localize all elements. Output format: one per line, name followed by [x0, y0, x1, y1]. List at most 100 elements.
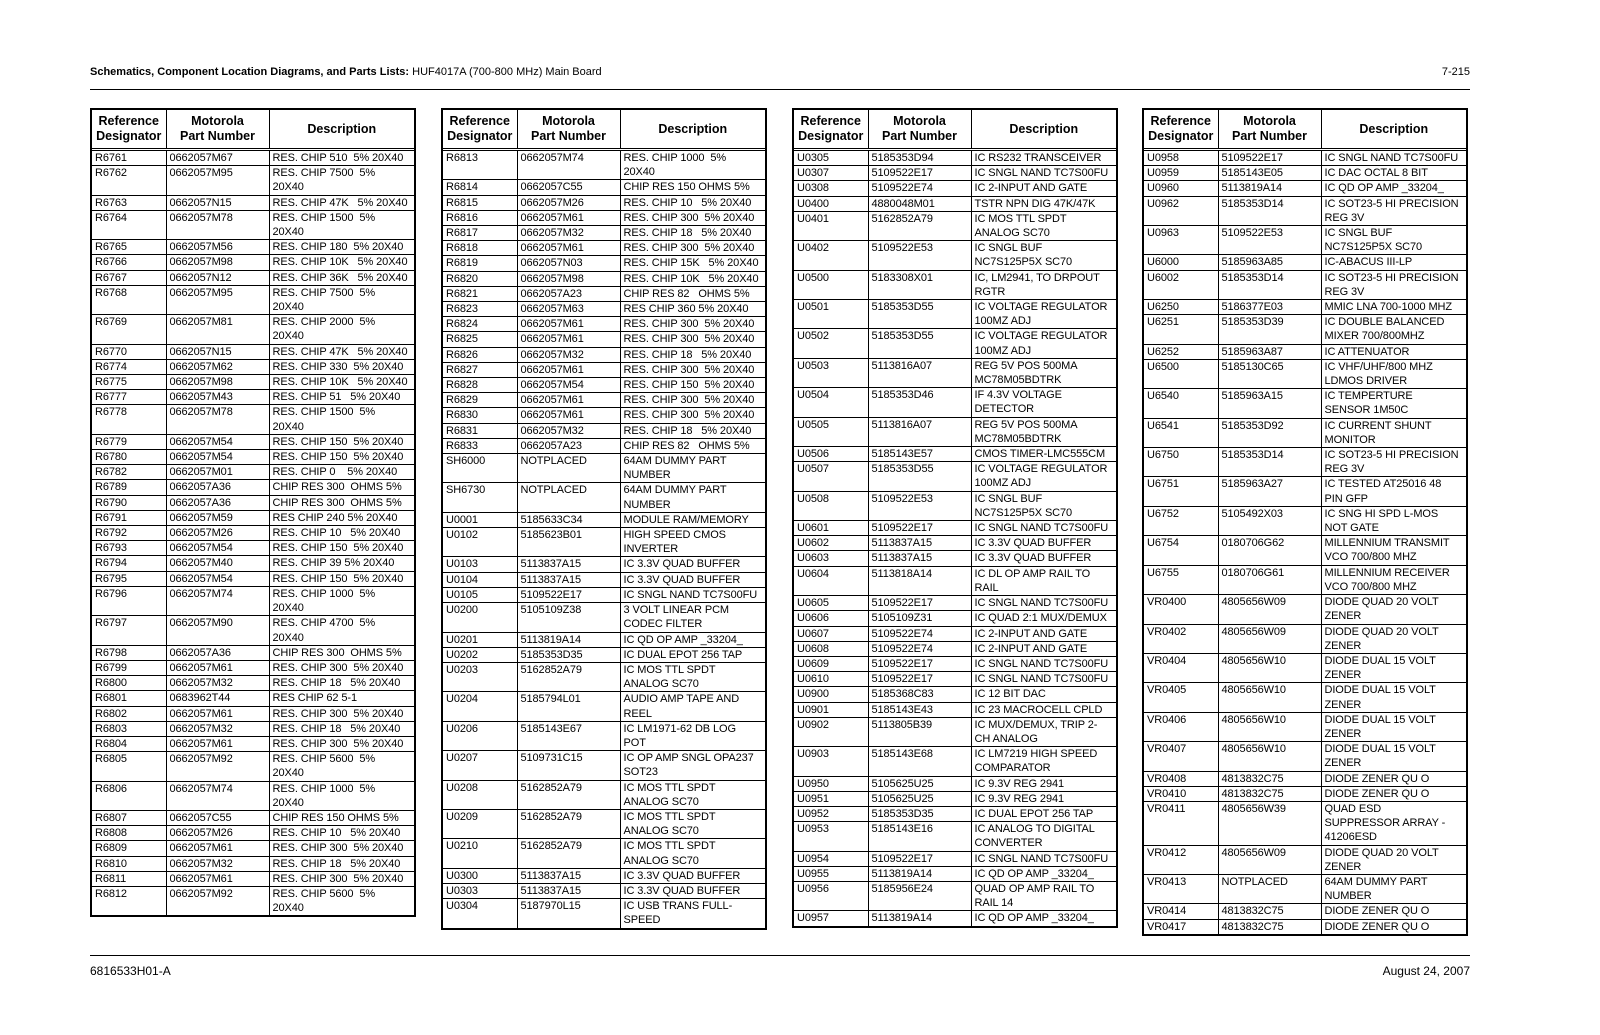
- table-row: U0610 5109522E17 IC SNGL NAND TC7S00FU: [794, 671, 1116, 687]
- ref-designator-cell: R6794: [92, 555, 166, 572]
- part-number-cell: 0662057M32: [516, 225, 620, 241]
- description-cell: RES. CHIP 150 5% 20X40: [268, 433, 414, 450]
- table-row: R6770 0662057N15 RES. CHIP 47K 5% 20X40: [92, 343, 414, 360]
- part-number-cell: 0180706G62: [1217, 535, 1321, 566]
- ref-designator-cell: R6791: [92, 509, 166, 526]
- ref-designator-cell: R6797: [92, 615, 166, 646]
- table-row: U0304 5187970L15 IC USB TRANS FULL- SPEED: [443, 898, 765, 928]
- table-row: SH6000 NOTPLACED 64AM DUMMY PART NUMBER: [443, 453, 765, 483]
- description-cell: IC 2-INPUT AND GATE: [970, 180, 1116, 197]
- part-number-cell: 5113819A14: [516, 631, 620, 648]
- description-cell: DIODE ZENER QU O: [1320, 918, 1466, 934]
- description-cell: IC VOLTAGE REGULATOR 100MZ ADJ: [970, 461, 1116, 492]
- table-row: U0305 5185353D94 IC RS232 TRANSCEIVER: [794, 148, 1116, 166]
- description-cell: 3 VOLT LINEAR PCM CODEC FILTER: [619, 602, 765, 632]
- ref-designator-cell: R6779: [92, 433, 166, 450]
- ref-designator-cell: U0504: [794, 387, 868, 418]
- description-header: Description: [1320, 110, 1466, 151]
- part-number-cell: 5113819A14: [867, 865, 971, 882]
- header-title-bold: Schematics, Component Location Diagrams,…: [90, 66, 410, 78]
- table-row: R6809 0662057M61 RES. CHIP 300 5% 20X40: [92, 840, 414, 857]
- ref-designator-cell: U0603: [794, 550, 868, 567]
- ref-designator-cell: R6778: [92, 404, 166, 435]
- part-number-cell: 0662057M56: [165, 239, 269, 255]
- table-row: R6823 0662057M63 RES CHIP 360 5% 20X40: [443, 301, 765, 317]
- table-row: VR0414 4813832C75 DIODE ZENER QU O: [1144, 903, 1466, 920]
- table-row: U0505 5113816A07 REG 5V POS 500MA MC78M05B…: [794, 416, 1116, 447]
- ref-designator-cell: R6775: [92, 374, 166, 390]
- part-number-cell: 5162852A79: [516, 838, 620, 869]
- description-cell: RES. CHIP 1000 5% 20X40: [268, 585, 414, 616]
- ref-designator-cell: U0963: [1144, 225, 1218, 255]
- description-cell: IC, LM2941, TO DRPOUT RGTR: [970, 269, 1116, 300]
- part-number-cell: 0662057M95: [165, 284, 269, 315]
- part-number-cell: 5109522E53: [1217, 225, 1321, 255]
- table-row: U6750 5185353D14 IC SOT23-5 HI PRECISION R…: [1144, 447, 1466, 477]
- part-number-cell: 5109522E17: [867, 520, 971, 536]
- doc-date: August 24, 2007: [1382, 964, 1470, 978]
- ref-designator-cell: VR0405: [1144, 682, 1218, 713]
- part-number-cell: 5113819A14: [867, 910, 971, 926]
- ref-designator-cell: R6806: [92, 780, 166, 811]
- table-row: U0605 5109522E17 IC SNGL NAND TC7S00FU: [794, 595, 1116, 611]
- ref-designator-cell: U0206: [443, 720, 517, 751]
- part-number-cell: 5185623B01: [516, 527, 620, 557]
- description-cell: IF 4.3V VOLTAGE DETECTOR: [970, 387, 1116, 418]
- description-cell: IC SNGL NAND TC7S00FU: [1320, 148, 1466, 166]
- description-cell: IC SNGL NAND TC7S00FU: [970, 671, 1116, 687]
- part-number-cell: 5109522E17: [867, 595, 971, 611]
- table-row: U0206 5185143E67 IC LM1971-62 DB LOG POT: [443, 720, 765, 751]
- ref-designator-cell: U0210: [443, 838, 517, 869]
- table-row: U0501 5185353D55 IC VOLTAGE REGULATOR 100M…: [794, 299, 1116, 329]
- table-row: U0604 5113818A14 IC DL OP AMP RAIL TO RAIL: [794, 565, 1116, 596]
- description-cell: IC SNGL NAND TC7S00FU: [970, 850, 1116, 867]
- description-cell: IC SNGL NAND TC7S00FU: [970, 165, 1116, 181]
- part-number-cell: 0662057M61: [516, 240, 620, 256]
- description-cell: IC SNGL NAND TC7S00FU: [970, 595, 1116, 611]
- description-cell: IC QD OP AMP _33204_: [970, 865, 1116, 882]
- part-number-cell: NOTPLACED: [1217, 873, 1321, 904]
- part-number-cell: 0662057A23: [516, 437, 620, 454]
- description-cell: IC USB TRANS FULL- SPEED: [619, 898, 765, 928]
- ref-designator-cell: R6761: [92, 148, 166, 166]
- ref-designator-cell: U0501: [794, 299, 868, 329]
- table-row: R6833 0662057A23 CHIP RES 82 OHMS 5%: [443, 437, 765, 454]
- part-number-cell: 0662057M92: [165, 751, 269, 782]
- part-number-cell: 5113816A07: [867, 416, 971, 447]
- ref-designator-cell: U0402: [794, 240, 868, 271]
- ref-designator-cell: U6500: [1144, 358, 1218, 389]
- table-row: R6790 0662057A36 CHIP RES 300 OHMS 5%: [92, 494, 414, 511]
- part-number-cell: 5185143E16: [867, 821, 971, 852]
- description-cell: CHIP RES 300 OHMS 5%: [268, 494, 414, 511]
- description-cell: RES. CHIP 18 5% 20X40: [268, 720, 414, 737]
- ref-designator-cell: R6799: [92, 659, 166, 676]
- table-row: R6816 0662057M61 RES. CHIP 300 5% 20X40: [443, 209, 765, 226]
- description-cell: RES CHIP 360 5% 20X40: [619, 301, 765, 317]
- ref-designator-cell: R6814: [443, 179, 517, 196]
- part-number-cell: 0662057M95: [165, 165, 269, 196]
- part-number-cell: 0662057C55: [516, 179, 620, 196]
- description-cell: IC LM7219 HIGH SPEED COMPARATOR: [970, 746, 1116, 777]
- table-row: R6826 0662057M32 RES. CHIP 18 5% 20X40: [443, 346, 765, 363]
- ref-designator-cell: R6769: [92, 314, 166, 345]
- part-number-cell: 0662057C55: [165, 809, 269, 826]
- description-cell: DIODE ZENER QU O: [1320, 903, 1466, 920]
- description-cell: IC SNGL NAND TC7S00FU: [970, 655, 1116, 672]
- ref-designator-cell: VR0407: [1144, 741, 1218, 772]
- part-number-cell: 0662057A36: [165, 494, 269, 511]
- table-row: U0603 5113837A15 IC 3.3V QUAD BUFFER: [794, 550, 1116, 567]
- table-row: U6755 0180706G61 MILLENNIUM RECEIVER VCO 7…: [1144, 564, 1466, 595]
- description-cell: RES. CHIP 7500 5% 20X40: [268, 165, 414, 196]
- description-cell: RES. CHIP 36K 5% 20X40: [268, 269, 414, 286]
- part-number-cell: 0662057M90: [165, 615, 269, 646]
- table-row: U0503 5113816A07 REG 5V POS 500MA MC78M05B…: [794, 357, 1116, 388]
- description-cell: IC SNGL BUF NC7S125P5X SC70: [1320, 225, 1466, 255]
- part-number-cell: 0662057A36: [165, 644, 269, 661]
- table-row: U0401 5162852A79 IC MOS TTL SPDT ANALOG SC…: [794, 210, 1116, 241]
- ref-designator-cell: U0956: [794, 880, 868, 911]
- table-row: U0902 5113805B39 IC MUX/DEMUX, TRIP 2- CH …: [794, 716, 1116, 747]
- table-row: VR0400 4805656W09 DIODE QUAD 20 VOLT ZENER: [1144, 594, 1466, 624]
- part-number-cell: 4805656W09: [1217, 623, 1321, 654]
- table-row: VR0404 4805656W10 DIODE DUAL 15 VOLT ZENER: [1144, 652, 1466, 683]
- part-number-cell: 5109522E17: [867, 165, 971, 181]
